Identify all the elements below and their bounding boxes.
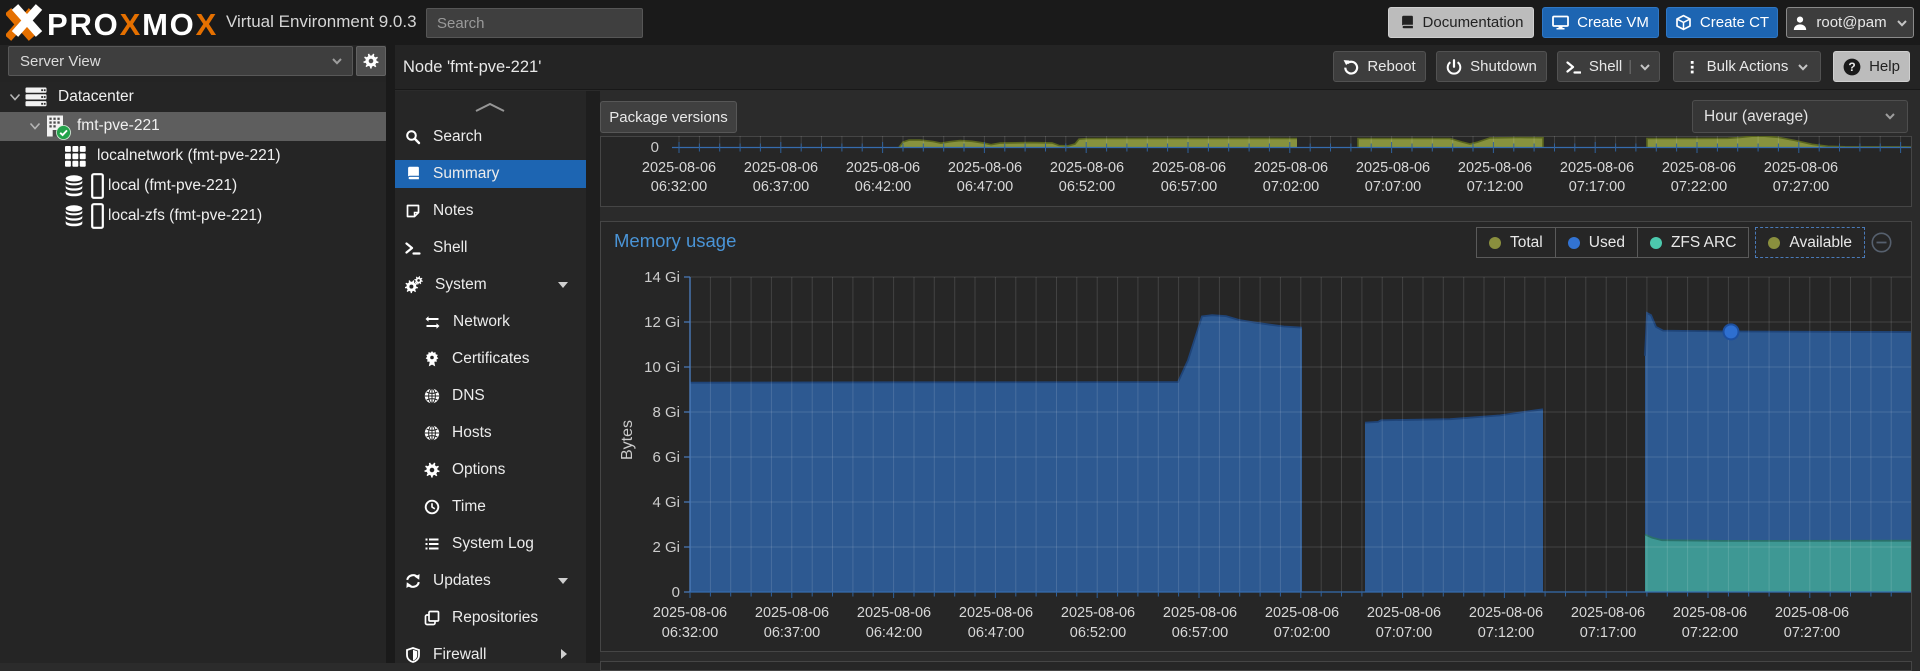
svg-text:2025-08-06: 2025-08-06 xyxy=(1673,605,1747,621)
svg-text:2025-08-06: 2025-08-06 xyxy=(1367,605,1441,621)
svg-text:06:52:00: 06:52:00 xyxy=(1070,625,1126,641)
svg-text:06:32:00: 06:32:00 xyxy=(662,625,718,641)
svg-text:2025-08-06: 2025-08-06 xyxy=(1469,605,1543,621)
svg-text:0: 0 xyxy=(651,139,659,156)
svg-text:07:07:00: 07:07:00 xyxy=(1365,179,1421,195)
svg-text:06:37:00: 06:37:00 xyxy=(764,625,820,641)
svg-text:2025-08-06: 2025-08-06 xyxy=(755,605,829,621)
svg-text:12 Gi: 12 Gi xyxy=(644,314,680,331)
svg-text:2025-08-06: 2025-08-06 xyxy=(1560,160,1634,176)
svg-text:06:57:00: 06:57:00 xyxy=(1161,179,1217,195)
svg-text:07:27:00: 07:27:00 xyxy=(1784,625,1840,641)
svg-text:2025-08-06: 2025-08-06 xyxy=(642,160,716,176)
svg-text:2025-08-06: 2025-08-06 xyxy=(1254,160,1328,176)
svg-text:07:27:00: 07:27:00 xyxy=(1773,179,1829,195)
svg-text:2025-08-06: 2025-08-06 xyxy=(1061,605,1135,621)
svg-text:8 Gi: 8 Gi xyxy=(652,404,680,421)
svg-text:07:07:00: 07:07:00 xyxy=(1376,625,1432,641)
svg-text:07:02:00: 07:02:00 xyxy=(1274,625,1330,641)
svg-text:4 Gi: 4 Gi xyxy=(652,494,680,511)
svg-text:2025-08-06: 2025-08-06 xyxy=(959,605,1033,621)
svg-text:06:42:00: 06:42:00 xyxy=(855,179,911,195)
svg-text:2 Gi: 2 Gi xyxy=(652,539,680,556)
svg-text:2025-08-06: 2025-08-06 xyxy=(857,605,931,621)
svg-text:06:32:00: 06:32:00 xyxy=(651,179,707,195)
svg-text:07:17:00: 07:17:00 xyxy=(1569,179,1625,195)
svg-text:2025-08-06: 2025-08-06 xyxy=(948,160,1022,176)
svg-text:2025-08-06: 2025-08-06 xyxy=(1571,605,1645,621)
svg-text:10 Gi: 10 Gi xyxy=(644,359,680,376)
svg-text:06:57:00: 06:57:00 xyxy=(1172,625,1228,641)
svg-text:6 Gi: 6 Gi xyxy=(652,449,680,466)
svg-text:2025-08-06: 2025-08-06 xyxy=(1050,160,1124,176)
svg-text:2025-08-06: 2025-08-06 xyxy=(1356,160,1430,176)
svg-text:2025-08-06: 2025-08-06 xyxy=(1662,160,1736,176)
svg-text:07:17:00: 07:17:00 xyxy=(1580,625,1636,641)
svg-text:2025-08-06: 2025-08-06 xyxy=(744,160,818,176)
svg-text:07:02:00: 07:02:00 xyxy=(1263,179,1319,195)
svg-text:2025-08-06: 2025-08-06 xyxy=(1764,160,1838,176)
svg-text:06:42:00: 06:42:00 xyxy=(866,625,922,641)
svg-text:07:12:00: 07:12:00 xyxy=(1467,179,1523,195)
svg-text:2025-08-06: 2025-08-06 xyxy=(1775,605,1849,621)
svg-text:06:37:00: 06:37:00 xyxy=(753,179,809,195)
svg-text:06:52:00: 06:52:00 xyxy=(1059,179,1115,195)
svg-text:Bytes: Bytes xyxy=(619,420,636,460)
svg-text:07:12:00: 07:12:00 xyxy=(1478,625,1534,641)
svg-text:06:47:00: 06:47:00 xyxy=(957,179,1013,195)
svg-text:?: ? xyxy=(1848,60,1855,74)
svg-text:06:47:00: 06:47:00 xyxy=(968,625,1024,641)
svg-text:0: 0 xyxy=(672,584,680,601)
svg-text:2025-08-06: 2025-08-06 xyxy=(1152,160,1226,176)
svg-text:2025-08-06: 2025-08-06 xyxy=(1265,605,1339,621)
svg-text:2025-08-06: 2025-08-06 xyxy=(846,160,920,176)
svg-text:07:22:00: 07:22:00 xyxy=(1671,179,1727,195)
svg-text:14 Gi: 14 Gi xyxy=(644,269,680,286)
svg-text:2025-08-06: 2025-08-06 xyxy=(1163,605,1237,621)
svg-text:2025-08-06: 2025-08-06 xyxy=(1458,160,1532,176)
svg-text:07:22:00: 07:22:00 xyxy=(1682,625,1738,641)
svg-text:2025-08-06: 2025-08-06 xyxy=(653,605,727,621)
